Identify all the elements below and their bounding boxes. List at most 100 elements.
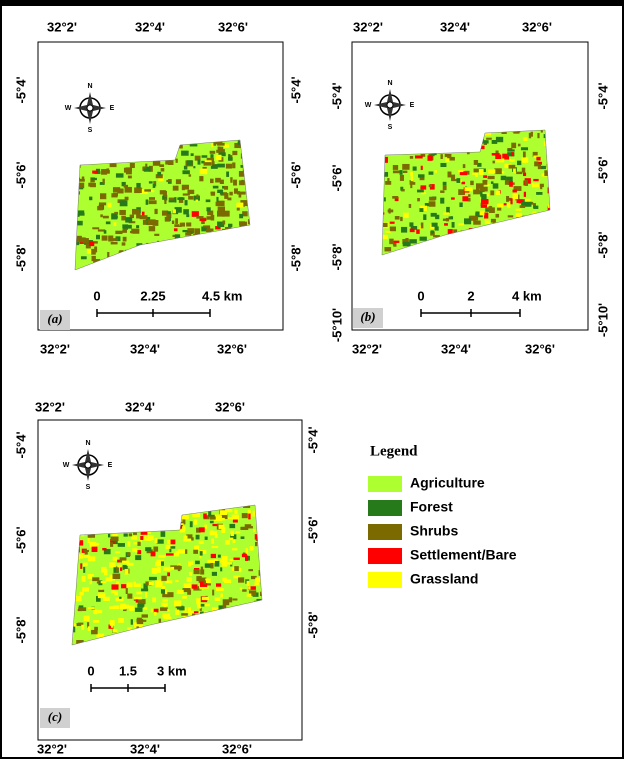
land-cover-patch [246,548,248,554]
land-cover-patch [83,550,88,552]
land-cover-patch [485,225,490,231]
land-cover-patch [108,203,112,208]
land-cover-patch [136,213,140,219]
land-cover-patch [167,211,171,214]
land-cover-patch [159,619,161,625]
land-cover-patch [530,230,536,234]
longitude-label: 32°6' [218,19,248,34]
land-cover-patch [501,176,506,180]
land-cover-patch [136,599,138,602]
land-cover-patch [202,258,209,261]
land-cover-patch [201,221,205,224]
land-cover-patch [156,515,163,518]
land-cover-patch [167,609,170,611]
land-cover-patch [474,234,478,239]
land-cover-patch [438,132,445,137]
land-cover-patch [145,592,147,598]
land-cover-patch [134,582,136,587]
legend-swatch [368,572,402,588]
land-cover-patch [222,643,225,648]
latitude-label: -5°4' [305,426,320,453]
land-cover-patch [190,521,193,527]
land-cover-patch [417,190,424,193]
land-cover-patch [210,531,214,536]
land-cover-patch [508,215,513,217]
land-cover-patch [207,622,209,626]
land-cover-patch [512,245,515,247]
land-cover-patch [165,149,170,155]
land-cover-patch [546,251,549,254]
land-cover-patch [154,209,157,214]
land-cover-patch [252,622,256,625]
land-cover-patch [523,173,526,176]
land-cover-patch [246,180,252,186]
land-cover-patch [94,505,102,511]
land-cover-patch [394,241,400,243]
land-cover-patch [390,227,396,232]
land-cover-patch [194,519,197,525]
land-cover-patch [497,203,503,207]
land-cover-patch [177,590,184,594]
land-cover-patch [393,165,398,170]
land-cover-patch [496,158,504,162]
land-cover-patch [135,555,141,560]
land-cover-patch [446,146,451,150]
land-cover-patch [103,216,109,219]
land-cover-patch [223,605,227,610]
land-cover-patch [196,194,198,198]
land-cover-patch [182,596,187,599]
land-cover-patch [240,635,242,639]
land-cover-patch [96,523,101,525]
land-cover-patch [142,632,145,637]
legend-swatch [368,524,402,540]
scale-label: 3 km [157,663,187,678]
land-cover-patch [484,248,488,253]
land-cover-patch [409,222,413,226]
land-cover-patch [176,179,181,184]
land-cover-patch [423,134,429,138]
land-cover-patch [474,233,477,236]
land-cover-patch [228,224,232,227]
land-cover-patch [196,199,198,201]
land-cover-patch [464,132,468,135]
land-cover-patch [112,629,117,633]
land-cover-patch [229,615,233,621]
land-cover-patch [135,251,137,253]
land-cover-patch [469,138,476,140]
compass-east: E [410,102,415,109]
land-cover-patch [467,231,474,236]
land-cover-patch [129,506,131,509]
land-cover-patch [461,232,468,236]
compass-east: E [108,462,113,469]
land-cover-patch [183,618,187,624]
land-cover-patch [408,147,413,151]
land-cover-patch [227,264,231,267]
land-cover-patch [126,171,132,175]
land-cover-patch [209,619,212,625]
land-cover-patch [215,561,220,567]
land-cover-patch [403,242,411,247]
land-cover-patch [220,594,223,598]
land-cover-patch [93,143,100,147]
land-cover-patch [200,569,204,574]
land-cover-patch [102,235,108,240]
land-cover-patch [194,239,199,244]
land-cover-patch [169,514,177,517]
land-cover-patch [157,241,159,244]
land-cover-patch [548,204,556,208]
land-cover-patch [221,628,227,632]
land-cover-patch [97,581,99,583]
land-cover-patch [187,577,192,582]
land-cover-patch [229,538,233,541]
land-cover-patch [141,258,147,264]
land-cover-patch [170,630,175,634]
land-cover-patch [399,145,402,148]
scale-label: 2 [467,288,474,303]
land-cover-patch [225,622,229,624]
land-cover-patch [205,629,209,635]
compass-south: S [388,124,393,131]
land-cover-patch [81,256,87,259]
land-cover-patch [88,574,94,576]
scale-label: 2.25 [140,288,165,303]
land-cover-patch [428,155,433,160]
